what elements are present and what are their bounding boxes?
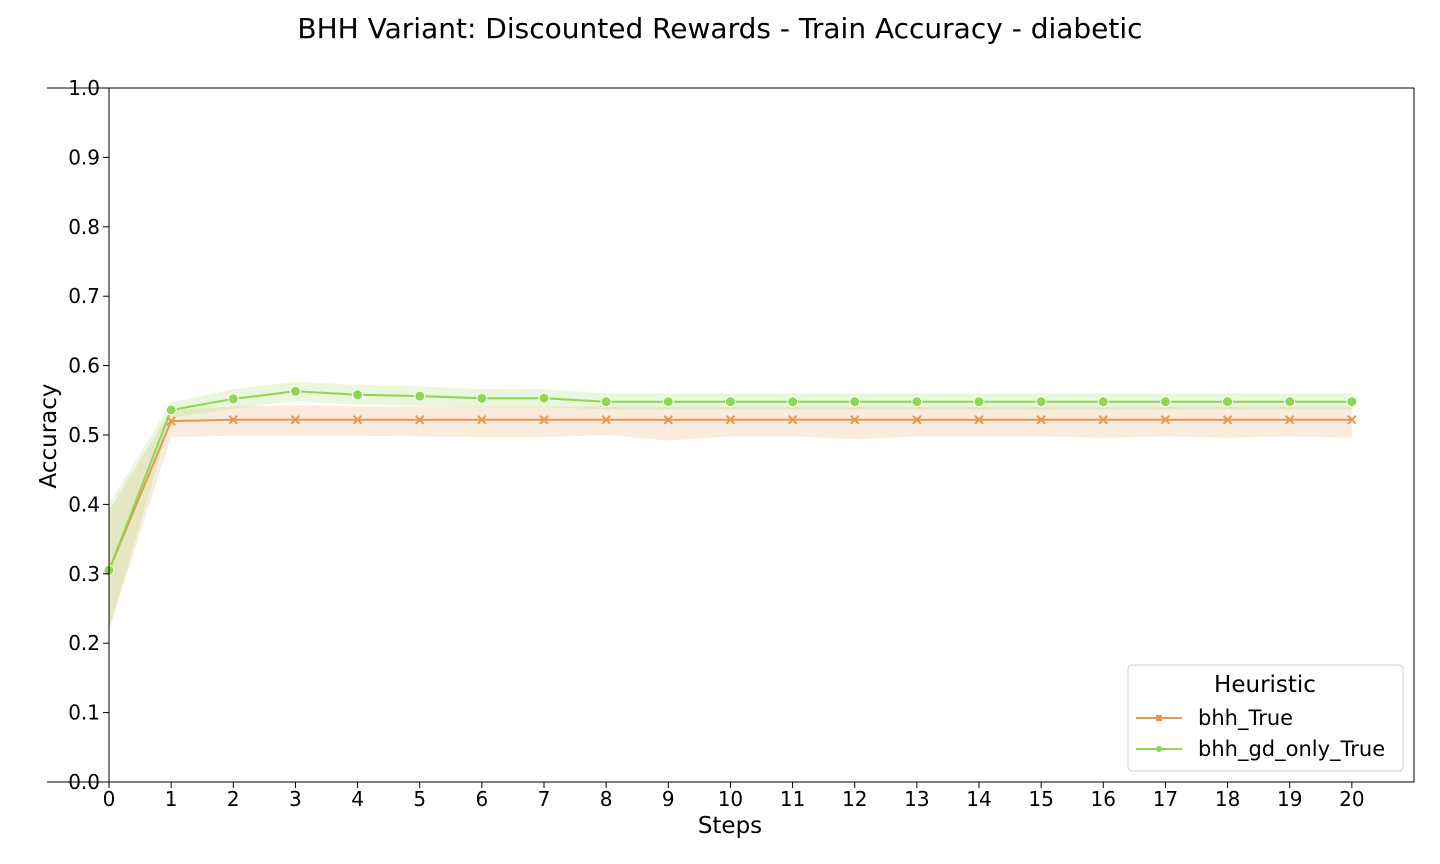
chart-title: BHH Variant: Discounted Rewards - Train … [297, 12, 1142, 45]
data-point-bhh_gd_only_True [165, 404, 177, 416]
x-tick-label: 17 [1153, 787, 1178, 811]
x-tick-label: 2 [227, 787, 240, 811]
legend-label: bhh_gd_only_True [1198, 737, 1385, 762]
x-tick-label: 5 [413, 787, 426, 811]
y-tick-label: 0.4 [68, 492, 100, 516]
legend-items: bhh_True bhh_gd_only_True [1136, 706, 1385, 762]
x-tick-label: 9 [662, 787, 675, 811]
x-axis-label: Steps [698, 813, 762, 839]
x-tick-label: 18 [1215, 787, 1240, 811]
x-tick-label: 6 [475, 787, 488, 811]
y-tick-label: 1.0 [68, 76, 100, 100]
y-tick-label: 0.0 [68, 770, 100, 794]
data-point-bhh_gd_only_True [724, 396, 736, 408]
legend-item-bhh_True: bhh_True [1136, 706, 1293, 731]
y-tick-label: 0.5 [68, 423, 100, 447]
data-point-bhh_gd_only_True [600, 396, 612, 408]
legend-title: Heuristic [1214, 672, 1316, 698]
data-point-bhh_gd_only_True [289, 385, 301, 397]
y-tick-label: 0.3 [68, 562, 100, 586]
legend-marker [1156, 715, 1162, 721]
x-tick-label: 8 [600, 787, 613, 811]
legend-box [1127, 664, 1404, 772]
data-point-bhh_gd_only_True [476, 392, 488, 404]
data-point-bhh_True [850, 415, 860, 425]
series-line-bhh_True [108, 418, 1352, 571]
y-tick-label: 0.7 [68, 284, 100, 308]
series-markers [103, 385, 1358, 576]
data-point-bhh_gd_only_True [538, 392, 550, 404]
x-axis-ticks: 0 1 2 3 4 5 6 7 8 9 10 11 12 13 14 15 16 17 18 19 20 [103, 782, 1365, 811]
data-point-bhh_gd_only_True [1346, 396, 1358, 408]
data-point-bhh_True [601, 415, 611, 425]
y-axis-label: Accuracy [36, 383, 62, 488]
data-point-bhh_gd_only_True [227, 393, 239, 405]
legend: Heuristic bhh_True bhh_gd_only_True [1127, 664, 1404, 772]
y-tick-label: 0.2 [68, 631, 100, 655]
x-tick-label: 11 [780, 787, 805, 811]
y-tick-label: 0.8 [68, 215, 100, 239]
y-tick-label: 0.6 [68, 354, 100, 378]
confidence-band-bhh_True [109, 405, 1352, 630]
data-point-bhh_gd_only_True [414, 390, 426, 402]
data-point-bhh_True [1098, 415, 1108, 425]
y-tick-label: 0.9 [68, 145, 100, 169]
data-point-bhh_True [1160, 415, 1171, 425]
x-tick-label: 13 [904, 787, 929, 811]
data-point-bhh_True [539, 415, 549, 425]
data-point-bhh_True [725, 415, 736, 425]
data-point-bhh_True [352, 415, 363, 425]
data-point-bhh_True [787, 415, 798, 425]
x-tick-label: 10 [718, 787, 743, 811]
data-point-bhh_True [228, 415, 238, 425]
data-point-bhh_gd_only_True [1097, 396, 1109, 408]
x-tick-label: 19 [1277, 787, 1302, 811]
data-point-bhh_gd_only_True [973, 396, 985, 408]
data-point-bhh_True [1347, 415, 1357, 425]
x-tick-label: 3 [289, 787, 302, 811]
data-point-bhh_gd_only_True [787, 396, 799, 408]
data-point-bhh_gd_only_True [662, 396, 674, 408]
data-point-bhh_True [663, 415, 673, 425]
legend-label: bhh_True [1198, 706, 1293, 731]
data-point-bhh_True [1036, 415, 1046, 425]
y-axis-ticks: 0.0 0.1 0.2 0.3 0.4 0.5 0.6 0.7 0.8 0.9 1.0 [68, 76, 109, 794]
data-point-bhh_gd_only_True [352, 389, 364, 401]
legend-marker [1156, 746, 1162, 752]
data-point-bhh_gd_only_True [1222, 396, 1234, 408]
data-point-bhh_gd_only_True [1159, 396, 1171, 408]
data-point-bhh_True [974, 415, 984, 425]
x-tick-label: 0 [103, 787, 116, 811]
data-point-bhh_True [912, 415, 922, 425]
data-point-bhh_gd_only_True [911, 396, 923, 408]
y-tick-label: 0.1 [68, 701, 100, 725]
data-point-bhh_gd_only_True [849, 396, 861, 408]
data-point-bhh_gd_only_True [1035, 396, 1047, 408]
x-tick-label: 12 [842, 787, 867, 811]
data-point-bhh_True [415, 415, 425, 425]
x-tick-label: 15 [1028, 787, 1053, 811]
x-tick-label: 1 [165, 787, 178, 811]
data-point-bhh_True [166, 416, 176, 426]
x-tick-label: 4 [351, 787, 364, 811]
data-point-bhh_True [290, 415, 301, 425]
x-tick-label: 16 [1091, 787, 1116, 811]
data-point-bhh_True [1285, 415, 1295, 425]
x-tick-label: 7 [538, 787, 551, 811]
legend-item-bhh_gd_only_True: bhh_gd_only_True [1136, 737, 1385, 762]
data-point-bhh_True [477, 415, 487, 425]
data-point-bhh_True [1222, 415, 1233, 425]
x-tick-label: 14 [966, 787, 991, 811]
x-tick-label: 20 [1339, 787, 1364, 811]
data-point-bhh_gd_only_True [1284, 396, 1296, 408]
